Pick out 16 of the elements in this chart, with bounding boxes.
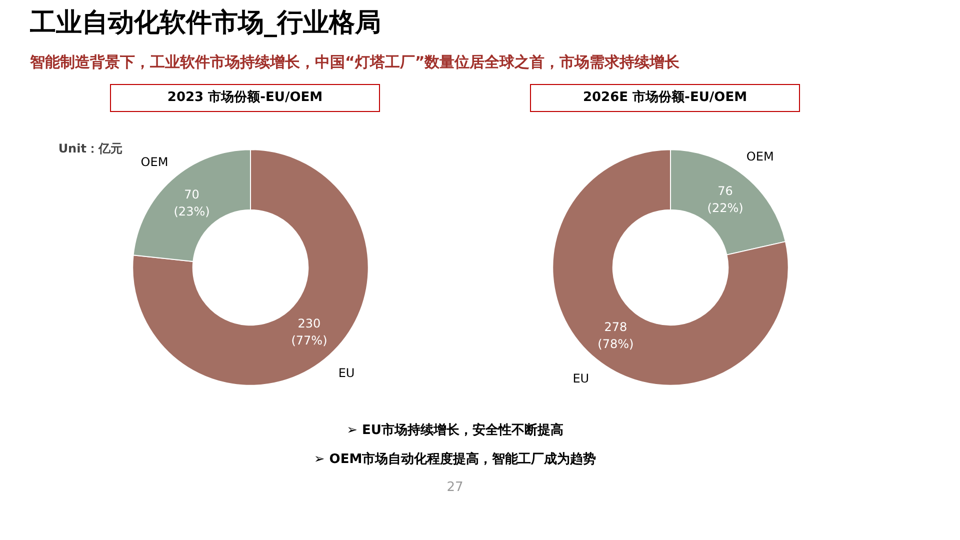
text: Unit：亿元 <box>58 142 122 156</box>
slice-label: OEM <box>746 150 774 164</box>
text: ➢ EU市场持续增长，安全性不断提高 <box>346 422 564 440</box>
text: 27 <box>446 479 464 498</box>
data-label: 70 (23%) <box>174 188 210 218</box>
slice-label: EU <box>338 366 355 380</box>
text: ➢ OEM市场自动化程度提高，智能工厂成为趋势 <box>314 450 596 469</box>
text: 工业自动化软件市场_行业格局 <box>30 7 381 40</box>
chart-title: 2023 市场份额-EU/OEM <box>167 88 323 107</box>
text: 智能制造背景下，工业软件市场持续增长，中国“灯塔工厂”数量位居全球之首，市场需求持续增长 <box>30 52 680 74</box>
slice-label: EU <box>572 372 590 386</box>
data-label: 230 (77%) <box>291 316 328 348</box>
slice-label: OEM <box>140 155 168 170</box>
data-label: 278 (78%) <box>598 320 634 351</box>
chart-title: 2026E 市场份额-EU/OEM <box>582 88 748 107</box>
data-label: 76 (22%) <box>707 184 744 216</box>
